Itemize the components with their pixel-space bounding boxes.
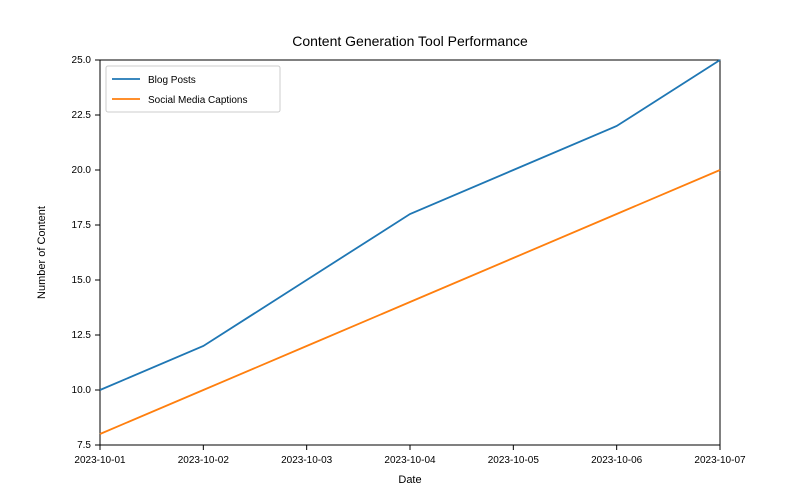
x-tick-label: 2023-10-05 [488, 455, 540, 466]
y-tick-label: 15.0 [72, 275, 92, 286]
legend-label-0: Blog Posts [148, 75, 196, 86]
y-tick-label: 25.0 [72, 55, 92, 66]
series-line-1 [100, 170, 720, 434]
x-tick-label: 2023-10-02 [178, 455, 230, 466]
x-tick-label: 2023-10-06 [591, 455, 643, 466]
x-tick-label: 2023-10-01 [74, 455, 126, 466]
y-tick-label: 12.5 [72, 330, 92, 341]
y-axis-label: Number of Content [36, 206, 48, 299]
x-tick-label: 2023-10-07 [694, 455, 746, 466]
plot-border [100, 60, 720, 445]
y-tick-label: 20.0 [72, 165, 92, 176]
y-tick-label: 17.5 [72, 220, 92, 231]
x-tick-label: 2023-10-03 [281, 455, 333, 466]
y-tick-label: 22.5 [72, 110, 92, 121]
y-tick-label: 10.0 [72, 385, 92, 396]
chart-container: 7.5 10.0 12.5 15.0 17.5 20.0 22.5 25.0 2023-10-0… [0, 0, 800, 500]
x-tick-label: 2023-10-04 [384, 455, 436, 466]
x-axis-label: Date [398, 474, 421, 486]
y-tick-label: 7.5 [77, 440, 91, 451]
chart-title: Content Generation Tool Performance [292, 33, 528, 49]
legend-label-1: Social Media Captions [148, 95, 248, 106]
line-chart: 7.5 10.0 12.5 15.0 17.5 20.0 22.5 25.0 2023-10-0… [0, 0, 800, 500]
